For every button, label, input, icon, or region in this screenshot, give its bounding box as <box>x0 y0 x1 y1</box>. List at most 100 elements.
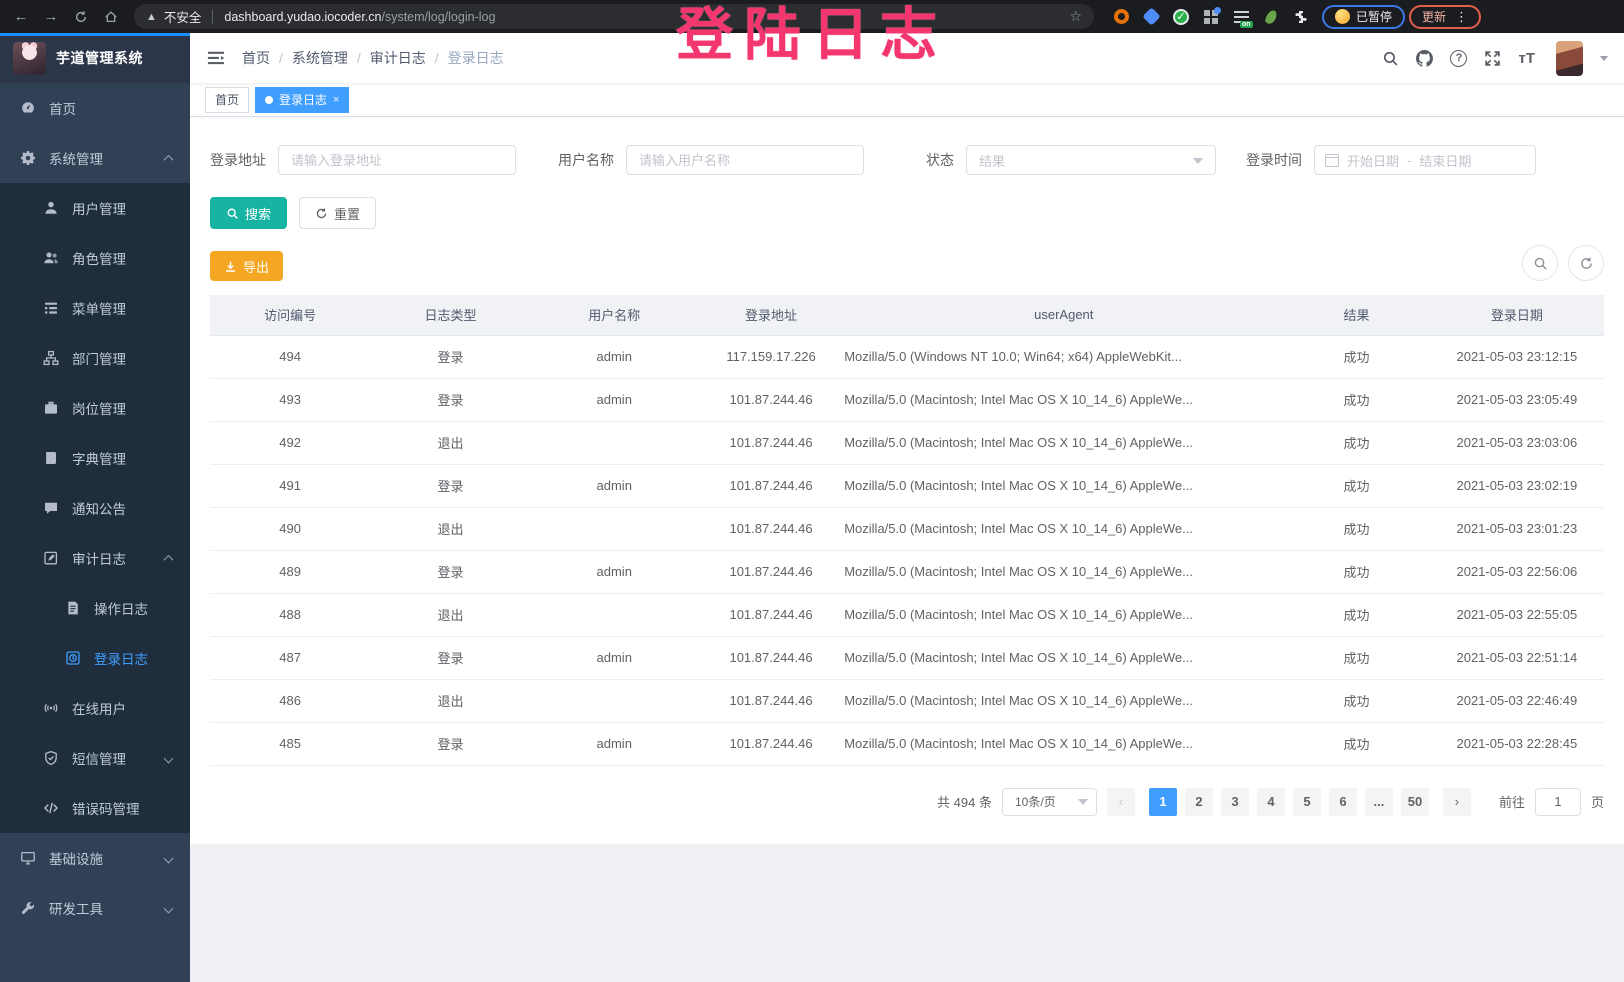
fullscreen-icon[interactable] <box>1484 50 1501 67</box>
font-size-icon[interactable]: ᴛT <box>1518 49 1535 67</box>
cell-date: 2021-05-03 23:02:19 <box>1429 464 1604 508</box>
page-button-1[interactable]: 1 <box>1148 787 1177 816</box>
table-row[interactable]: 485 登录 admin 101.87.244.46 Mozilla/5.0 (Maci… <box>210 722 1604 766</box>
breadcrumb-system[interactable]: 系统管理 <box>291 50 348 66</box>
table-row[interactable]: 494 登录 admin 117.159.17.226 Mozilla/5.0 (Win… <box>210 335 1604 379</box>
refresh-table-button[interactable] <box>1568 245 1604 281</box>
page-button-50[interactable]: 50 <box>1400 787 1429 816</box>
browser-reload-icon[interactable] <box>68 4 94 30</box>
page-button-2[interactable]: 2 <box>1184 787 1213 816</box>
cell-type: 登录 <box>370 378 531 422</box>
table-row[interactable]: 487 登录 admin 101.87.244.46 Mozilla/5.0 (Maci… <box>210 636 1604 680</box>
date-range-picker[interactable]: 开始日期 - 结束日期 <box>1314 145 1536 175</box>
extensions-row: ✓ <box>1112 6 1310 28</box>
table-row[interactable]: 493 登录 admin 101.87.244.46 Mozilla/5.0 (Maci… <box>210 378 1604 422</box>
reset-button[interactable]: 重置 <box>299 197 377 229</box>
calendar-icon <box>1325 154 1339 167</box>
tag-login-log[interactable]: 登录日志 × <box>255 86 350 113</box>
blue-gem-extension-icon[interactable] <box>1141 7 1161 26</box>
sidebar-item-系统管理[interactable]: 系统管理 <box>0 133 190 183</box>
status-label: 状态 <box>926 152 954 168</box>
cell-ip: 101.87.244.46 <box>697 636 845 680</box>
security-warning-label: 不安全 <box>163 11 202 25</box>
username-input[interactable] <box>626 145 864 175</box>
sidebar-item-角色管理[interactable]: 角色管理 <box>0 233 190 283</box>
user-avatar[interactable] <box>1556 40 1583 76</box>
sidebar-item-基础设施[interactable]: 基础设施 <box>0 833 190 883</box>
sidebar-logo[interactable]: 芋道管理系统 <box>0 33 190 83</box>
browser-menu-kebab-icon[interactable]: ⋮ <box>1455 8 1469 24</box>
sidebar-item-登录日志[interactable]: 登录日志 <box>0 633 190 683</box>
table-row[interactable]: 488 退出 101.87.244.46 Mozilla/5.0 (Macintosh… <box>210 593 1604 637</box>
sidebar-item-操作日志[interactable]: 操作日志 <box>0 583 190 633</box>
header-search-icon[interactable] <box>1382 50 1399 67</box>
cell-user: admin <box>530 464 698 508</box>
page-button-3[interactable]: 3 <box>1220 787 1249 816</box>
breadcrumb-home[interactable]: 首页 <box>242 50 270 66</box>
close-icon[interactable]: × <box>333 93 340 106</box>
next-page-button[interactable]: › <box>1442 787 1471 816</box>
prev-page-button[interactable]: ‹ <box>1106 787 1135 816</box>
bookmark-star-icon[interactable]: ☆ <box>1069 8 1082 24</box>
puzzle-extension-icon[interactable] <box>1292 8 1310 26</box>
sidebar-item-短信管理[interactable]: 短信管理 <box>0 733 190 783</box>
breadcrumb-audit[interactable]: 审计日志 <box>369 50 426 66</box>
green-check-extension-icon[interactable]: ✓ <box>1172 8 1190 26</box>
search-button[interactable]: 搜索 <box>210 197 288 229</box>
chevron-down-icon <box>163 753 174 763</box>
cell-type: 退出 <box>370 593 531 637</box>
table-header-row: 访问编号 日志类型 用户名称 登录地址 userAgent 结果 登录日期 <box>210 295 1604 336</box>
chevron-down-icon <box>163 903 174 913</box>
page-button-6[interactable]: 6 <box>1328 787 1357 816</box>
cell-ip: 101.87.244.46 <box>697 421 845 465</box>
profile-paused-chip[interactable]: 已暂停 <box>1322 4 1406 29</box>
sidebar-item-在线用户[interactable]: 在线用户 <box>0 683 190 733</box>
error-code-icon <box>42 800 59 817</box>
chevron-down-icon[interactable] <box>1600 55 1608 65</box>
github-icon[interactable] <box>1416 49 1434 67</box>
refresh-icon <box>316 207 327 218</box>
table-row[interactable]: 489 登录 admin 101.87.244.46 Mozilla/5.0 (Maci… <box>210 550 1604 594</box>
table-row[interactable]: 490 退出 101.87.244.46 Mozilla/5.0 (Macintosh… <box>210 507 1604 551</box>
cell-agent: Mozilla/5.0 (Macintosh; Intel Mac OS X 1… <box>844 507 1284 551</box>
url-bar[interactable]: ▲ 不安全 dashboard.yudao.iocoder.cn/system/… <box>134 4 1094 29</box>
cell-agent: Mozilla/5.0 (Macintosh; Intel Mac OS X 1… <box>844 550 1284 594</box>
sidebar-item-错误码管理[interactable]: 错误码管理 <box>0 783 190 833</box>
goto-page-input[interactable] <box>1534 787 1581 816</box>
sidebar-item-通知公告[interactable]: 通知公告 <box>0 483 190 533</box>
sidebar-item-首页[interactable]: 首页 <box>0 83 190 133</box>
cell-user <box>530 421 698 465</box>
grid-extension-icon[interactable] <box>1202 6 1221 26</box>
table-row[interactable]: 486 退出 101.87.244.46 Mozilla/5.0 (Macintosh… <box>210 679 1604 723</box>
tag-home[interactable]: 首页 <box>205 86 250 113</box>
help-question-icon[interactable]: ? <box>1450 49 1468 67</box>
export-button[interactable]: 导出 <box>210 251 284 281</box>
browser-update-chip[interactable]: 更新 ⋮ <box>1409 4 1482 29</box>
sidebar-item-审计日志[interactable]: 审计日志 <box>0 533 190 583</box>
sidebar-item-菜单管理[interactable]: 菜单管理 <box>0 283 190 333</box>
refresh-icon <box>1580 257 1592 269</box>
green-sprout-extension-icon[interactable] <box>1262 8 1280 26</box>
sidebar-item-字典管理[interactable]: 字典管理 <box>0 433 190 483</box>
toggle-search-button[interactable] <box>1522 245 1558 281</box>
goto-label: 前往 <box>1498 795 1525 810</box>
browser-back-icon[interactable]: ← <box>13 8 29 25</box>
page-button-5[interactable]: 5 <box>1292 787 1321 816</box>
status-select[interactable]: 结果 <box>966 145 1216 175</box>
table-row[interactable]: 492 退出 101.87.244.46 Mozilla/5.0 (Macintosh… <box>210 421 1604 465</box>
sidebar-item-岗位管理[interactable]: 岗位管理 <box>0 383 190 433</box>
list-on-extension-icon[interactable] <box>1232 8 1253 28</box>
hamburger-icon[interactable] <box>206 48 226 68</box>
table-row[interactable]: 491 登录 admin 101.87.244.46 Mozilla/5.0 (Maci… <box>210 464 1604 508</box>
sidebar-item-用户管理[interactable]: 用户管理 <box>0 183 190 233</box>
more-pages-button[interactable]: ... <box>1364 787 1393 816</box>
sidebar-item-研发工具[interactable]: 研发工具 <box>0 883 190 933</box>
page-button-4[interactable]: 4 <box>1256 787 1285 816</box>
orange-ring-extension-icon[interactable] <box>1112 8 1130 26</box>
login-address-input[interactable] <box>278 145 516 175</box>
page-suffix: 页 <box>1590 795 1604 810</box>
browser-forward-icon[interactable]: → <box>43 8 59 25</box>
sidebar-item-部门管理[interactable]: 部门管理 <box>0 333 190 383</box>
page-size-select[interactable]: 10条/页 <box>1001 787 1097 816</box>
browser-home-icon[interactable] <box>98 4 124 30</box>
